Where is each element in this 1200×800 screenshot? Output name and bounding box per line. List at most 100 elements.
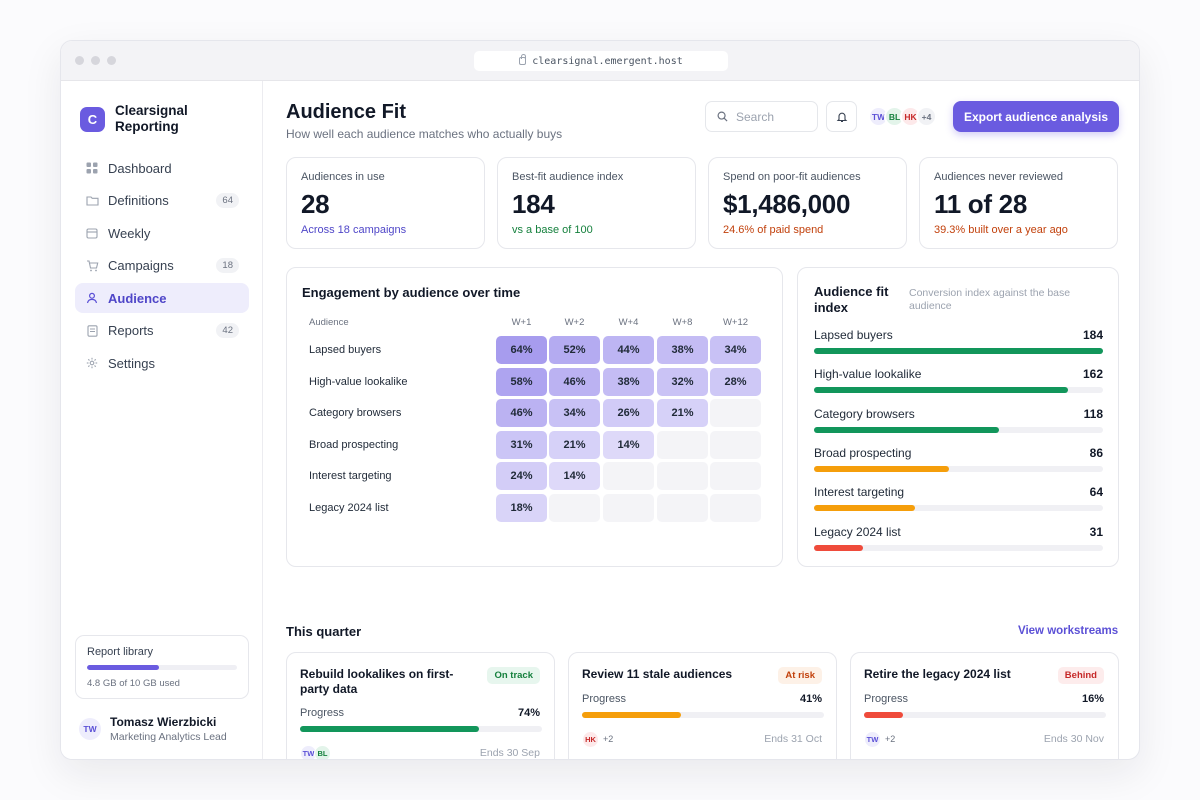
library-usage-bar	[87, 665, 237, 670]
heatmap-cell[interactable]: 52%	[549, 336, 600, 364]
workstream-card[interactable]: Retire the legacy 2024 list Behind Progres…	[850, 652, 1119, 759]
heatmap-cell[interactable]: 34%	[549, 399, 600, 428]
kpi-card: Best-fit audience index 184 vs a base of 1…	[497, 157, 696, 249]
address-bar[interactable]: clearsignal.emergent.host	[474, 51, 728, 71]
collaborator-avatars[interactable]: TW BL HK +4	[868, 106, 937, 127]
fit-index-row: Lapsed buyers 184	[814, 328, 1103, 354]
brand-logo: C	[80, 106, 105, 132]
minimize-dot[interactable]	[91, 56, 100, 65]
avatar-more-count: +2	[603, 734, 614, 744]
kpi-footnote: 24.6% of paid spend	[723, 224, 824, 236]
heatmap-cell[interactable]: 38%	[603, 367, 654, 396]
sidebar-item-weekly[interactable]: Weekly	[75, 218, 249, 248]
workstream-title: Retire the legacy 2024 list	[864, 667, 1011, 681]
fit-index-row: High-value lookalike 162	[814, 367, 1103, 394]
sidebar-item-label: Audience	[108, 290, 167, 306]
heatmap-cell[interactable]: 28%	[710, 367, 761, 396]
sidebar-item-label: Settings	[108, 355, 155, 371]
kpi-value: 11 of 28	[934, 189, 1027, 219]
heatmap-column-header: W+12	[722, 317, 749, 328]
heatmap-cell[interactable]: 58%	[496, 367, 547, 396]
main-content: Audience Fit How well each audience matc…	[263, 81, 1139, 759]
calendar-icon	[85, 227, 99, 239]
sidebar-item-settings[interactable]: Settings	[75, 348, 249, 378]
heatmap-cell[interactable]: 14%	[549, 462, 600, 491]
library-usage-fill	[87, 665, 159, 670]
progress-percent: 41%	[799, 693, 822, 705]
heatmap-cell[interactable]: 32%	[657, 367, 708, 396]
workstream-end-date: Ends 31 Oct	[764, 733, 822, 745]
fit-index-value: 64	[1089, 485, 1103, 500]
kpi-footnote: vs a base of 100	[512, 224, 593, 236]
fit-index-label: Category browsers	[814, 406, 915, 421]
heatmap-cell[interactable]: 18%	[496, 494, 547, 522]
heatmap-empty-cell	[549, 494, 600, 522]
heatmap-row-label: Interest targeting	[309, 470, 392, 483]
workstream-card[interactable]: Rebuild lookalikes on first-party data On…	[286, 652, 555, 759]
kpi-value: 28	[301, 189, 330, 219]
heatmap-cell[interactable]: 34%	[710, 336, 761, 364]
maximize-dot[interactable]	[107, 56, 116, 65]
heatmap-cell[interactable]: 26%	[603, 399, 654, 428]
export-audience-analysis-button[interactable]: Export audience analysis	[953, 101, 1119, 132]
heatmap-row-header: Audience	[309, 317, 349, 328]
heatmap-cell[interactable]: 44%	[603, 336, 654, 364]
workstream-avatars: HK +2	[582, 731, 613, 748]
sidebar-item-reports[interactable]: Reports 42	[75, 316, 249, 346]
heatmap-cell[interactable]: 46%	[549, 367, 600, 396]
heatmap-cell[interactable]: 21%	[549, 430, 600, 459]
notifications-button[interactable]	[826, 101, 857, 132]
sidebar-item-definitions[interactable]: Definitions 64	[75, 186, 249, 216]
fit-index-bar	[814, 505, 915, 512]
workstream-card[interactable]: Review 11 stale audiences At risk Progress…	[568, 652, 837, 759]
fit-index-label: Broad prospecting	[814, 445, 912, 460]
user-role: Marketing Analytics Lead	[110, 731, 227, 743]
status-badge: Behind	[1057, 667, 1104, 684]
fit-index-value: 118	[1083, 406, 1103, 421]
brand[interactable]: C Clearsignal Reporting	[80, 103, 215, 135]
heatmap-empty-cell	[710, 430, 761, 459]
heatmap-empty-cell	[657, 430, 708, 459]
fit-index-value: 162	[1082, 367, 1103, 382]
page-subtitle: How well each audience matches who actua…	[286, 127, 563, 141]
avatar: TW	[864, 731, 881, 748]
fit-index-title: Audience fit index	[814, 284, 889, 315]
heatmap-cell[interactable]: 14%	[603, 430, 654, 459]
sidebar-item-campaigns[interactable]: Campaigns 18	[75, 251, 249, 281]
heatmap-cell[interactable]: 31%	[496, 430, 547, 459]
heatmap-empty-cell	[710, 462, 761, 491]
report-library[interactable]: Report library 4.8 GB of 10 GB used	[75, 635, 249, 699]
fit-index-value: 31	[1089, 524, 1103, 539]
bell-icon	[836, 112, 847, 122]
lock-icon	[519, 54, 527, 65]
user-profile[interactable]: TW Tomasz Wierzbicki Marketing Analytics…	[79, 715, 227, 743]
heatmap-cell[interactable]: 64%	[496, 336, 547, 364]
window-controls	[75, 56, 116, 65]
sidebar-item-audience[interactable]: Audience	[75, 283, 249, 313]
progress-fill	[864, 712, 903, 718]
heatmap-cell[interactable]: 38%	[657, 336, 708, 364]
heatmap-empty-cell	[657, 494, 708, 522]
progress-percent: 16%	[1081, 693, 1104, 705]
view-workstreams-link[interactable]: View workstreams	[1018, 625, 1119, 637]
kpi-label: Spend on poor-fit audiences	[723, 171, 861, 183]
close-dot[interactable]	[75, 56, 84, 65]
heatmap-cell[interactable]: 46%	[496, 399, 547, 428]
heatmap-cell[interactable]: 21%	[657, 399, 708, 428]
heatmap-row-label: High-value lookalike	[309, 375, 408, 388]
heatmap-title: Engagement by audience over time	[302, 285, 521, 300]
heatmap-cell[interactable]: 24%	[496, 462, 547, 491]
workstream-title: Review 11 stale audiences	[582, 667, 733, 681]
heatmap-column-header: W+4	[618, 317, 639, 328]
progress-label: Progress	[582, 693, 627, 705]
heatmap-row-label: Category browsers	[309, 407, 402, 420]
avatar: HK	[900, 106, 921, 127]
fit-index-subtitle: Conversion index against the base audien…	[909, 287, 1071, 312]
kpi-row: Audiences in use 28 Across 18 campaigns Bes…	[286, 157, 1118, 249]
kpi-card: Audiences in use 28 Across 18 campaigns	[286, 157, 485, 249]
kpi-value: 184	[512, 189, 555, 219]
search-input[interactable]: Search	[705, 101, 818, 132]
browser-titlebar: clearsignal.emergent.host	[61, 41, 1139, 81]
heatmap-empty-cell	[657, 462, 708, 491]
sidebar-item-dashboard[interactable]: Dashboard	[75, 153, 249, 183]
